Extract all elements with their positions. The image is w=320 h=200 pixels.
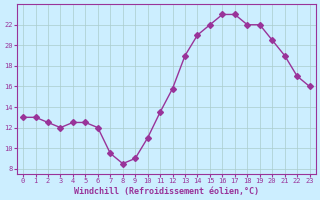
X-axis label: Windchill (Refroidissement éolien,°C): Windchill (Refroidissement éolien,°C) (74, 187, 259, 196)
